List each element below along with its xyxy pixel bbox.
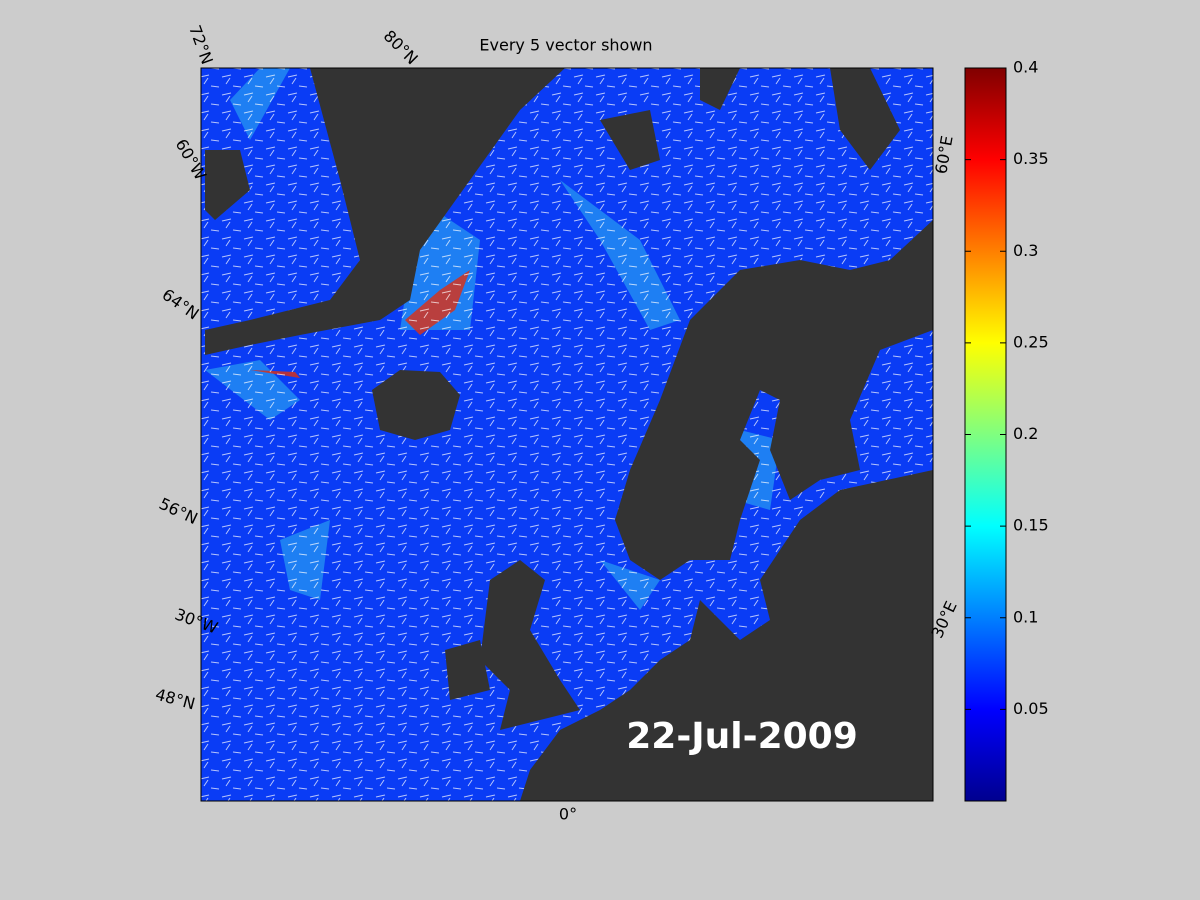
- colorbar-tick-label: 0.15: [1013, 516, 1049, 535]
- land-scandinavia: [615, 220, 933, 580]
- colorbar-tick-label: 0.4: [1013, 58, 1038, 77]
- colorbar-tick-label: 0.35: [1013, 149, 1049, 168]
- land-canada: [205, 150, 250, 220]
- land-islands: [600, 68, 900, 170]
- colorbar-tick-label: 0.25: [1013, 332, 1049, 351]
- date-label: 22-Jul-2009: [626, 716, 858, 757]
- colorbar-tick-label: 0.2: [1013, 424, 1038, 443]
- graticule-label: 0°: [559, 805, 577, 824]
- land-iceland: [372, 370, 460, 440]
- land-british-isles: [445, 560, 580, 730]
- land-europe: [520, 470, 933, 801]
- colorbar-tick-label: 0.05: [1013, 699, 1049, 718]
- colorbar-tick-label: 0.3: [1013, 241, 1038, 260]
- map: 22-Jul-2009: [200, 67, 934, 802]
- map-frame: [200, 67, 934, 802]
- colorbar-scale: [964, 67, 1007, 802]
- colorbar: 0.05 0.1 0.15 0.2 0.25 0.3 0.35 0.4: [964, 58, 1049, 802]
- colorbar-tick-label: 0.1: [1013, 607, 1038, 626]
- land-greenland: [205, 68, 565, 355]
- map-title: Every 5 vector shown: [479, 36, 652, 55]
